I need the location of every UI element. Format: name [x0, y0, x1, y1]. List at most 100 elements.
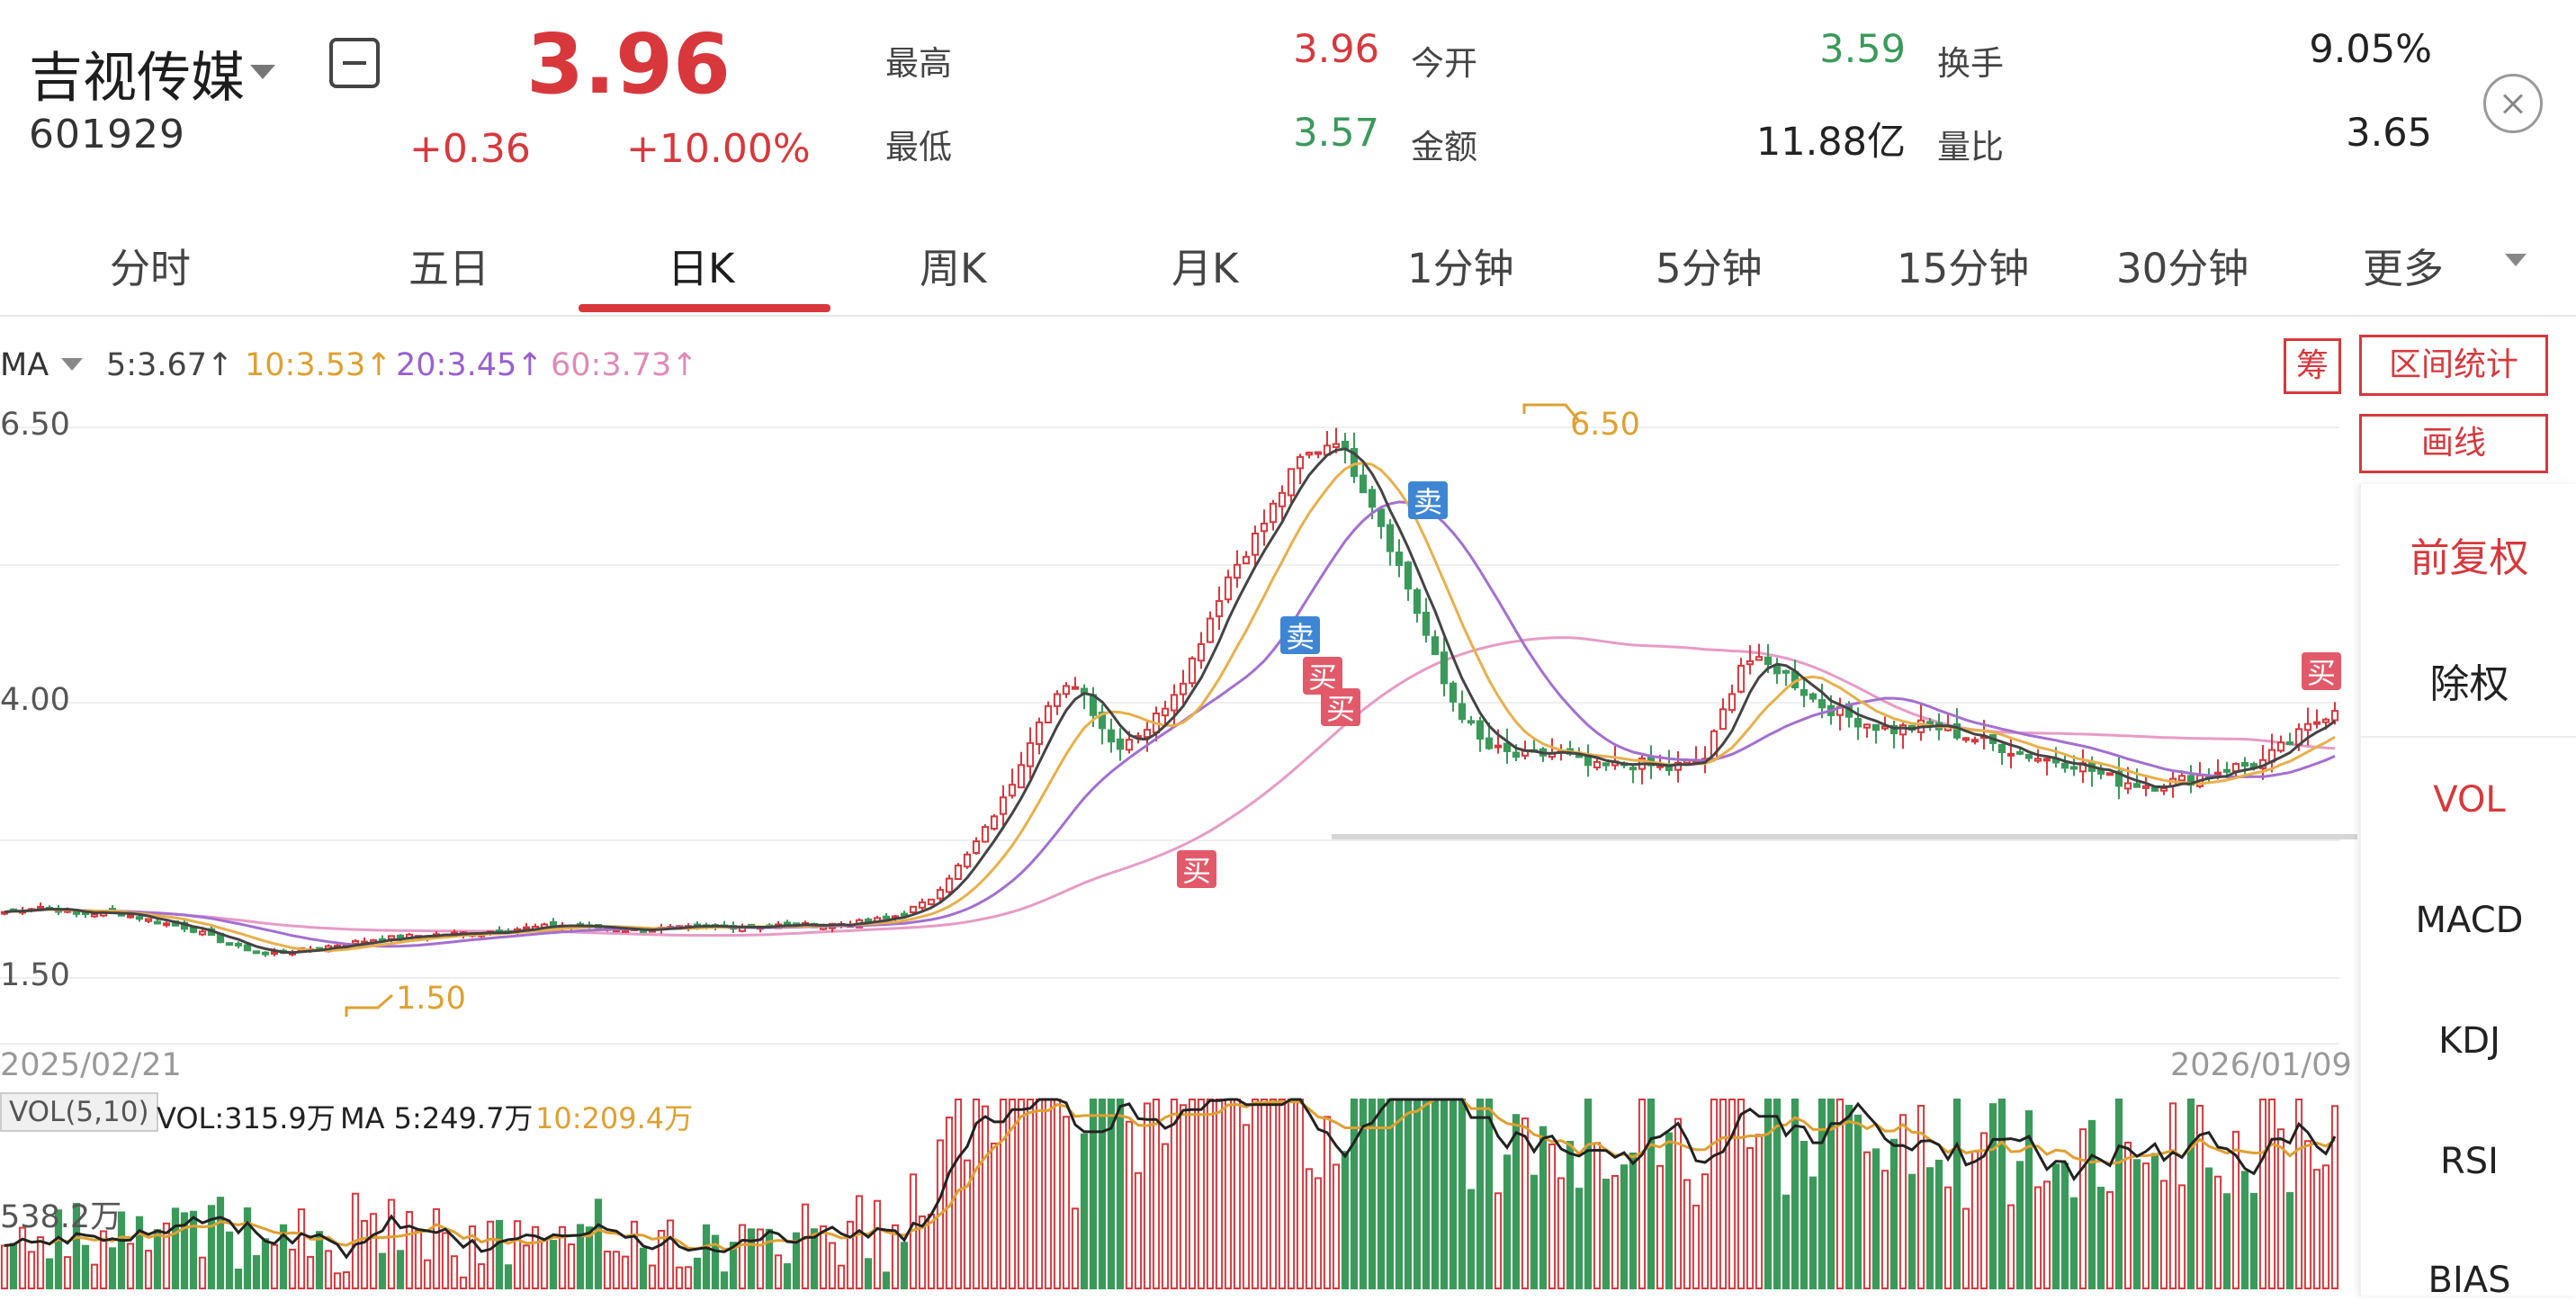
chevron-down-icon[interactable]: [61, 358, 83, 371]
close-icon[interactable]: [2483, 74, 2543, 133]
tabs-divider: [0, 315, 2576, 317]
volume-bar: [2195, 1105, 2204, 1289]
tab-more[interactable]: 更多: [2363, 245, 2445, 292]
draw-line-button[interactable]: 画线: [2359, 414, 2548, 473]
volume-bar: [981, 1105, 990, 1289]
volume-bar: [18, 1226, 27, 1290]
volume-ratio-value: 3.65: [2346, 111, 2432, 156]
volume-bar: [927, 1213, 936, 1290]
volume-bar: [1152, 1099, 1161, 1289]
volume-ma5-line: [4, 1098, 2337, 1260]
price-axis-low: 1.50: [0, 957, 70, 993]
volume-bar: [261, 1238, 270, 1289]
indicator-vol[interactable]: VOL: [2433, 779, 2506, 821]
tab-weekly-k[interactable]: 周K: [920, 245, 987, 292]
tab-daily-k[interactable]: 日K: [668, 245, 735, 292]
volume-bar: [1269, 1099, 1278, 1289]
ex-rights-option[interactable]: 除权: [2429, 661, 2509, 707]
open-value: 3.59: [1819, 27, 1906, 72]
price-change-pct: +10.00%: [626, 126, 811, 172]
volume-bar: [117, 1211, 126, 1289]
candle-body: [1206, 617, 1215, 643]
indicator-macd[interactable]: MACD: [2415, 900, 2524, 941]
candle-body: [1062, 685, 1071, 695]
minus-icon[interactable]: [329, 38, 380, 88]
volume-bar: [252, 1255, 261, 1290]
volume-bar: [108, 1247, 117, 1289]
tab-five-day[interactable]: 五日: [408, 245, 490, 292]
volume-bar: [1341, 1151, 1350, 1289]
candle-body: [1602, 762, 1611, 767]
volume-bar: [189, 1210, 198, 1290]
volume-bar: [1934, 1159, 1943, 1290]
ma10-value: 10:3.53↑: [245, 347, 392, 383]
volume-bar: [531, 1225, 540, 1289]
candle-body: [1746, 659, 1755, 666]
volume-bar: [1314, 1177, 1323, 1289]
indicator-rsi[interactable]: RSI: [2440, 1141, 2499, 1182]
chevron-down-icon[interactable]: [250, 65, 275, 79]
tab-5min[interactable]: 5分钟: [1656, 245, 1763, 292]
volume-bar: [297, 1208, 306, 1290]
ma-lines: [4, 447, 2336, 955]
indicator-kdj[interactable]: KDJ: [2438, 1020, 2500, 1062]
stock-name[interactable]: 吉视传媒: [29, 47, 245, 110]
volume-bar: [999, 1099, 1008, 1289]
volume-bar: [1674, 1117, 1683, 1289]
ma-selector[interactable]: MA: [0, 347, 49, 383]
candle-body: [1098, 711, 1107, 730]
candle-body: [1224, 576, 1233, 601]
candle-body: [1305, 452, 1314, 456]
chevron-down-icon[interactable]: [2505, 254, 2527, 266]
candle-body: [1889, 724, 1898, 735]
volume-bar: [1898, 1114, 1907, 1290]
candle-body: [1782, 669, 1791, 674]
volume-bar: [1134, 1171, 1143, 1290]
volume-bar: [1548, 1143, 1557, 1289]
indicator-bias[interactable]: BIAS: [2428, 1260, 2511, 1301]
candle-body: [1251, 532, 1260, 556]
volume-bar: [756, 1228, 765, 1290]
volume-bar: [432, 1207, 441, 1289]
range-stats-button[interactable]: 区间统计: [2359, 335, 2548, 396]
chip-distribution-button[interactable]: 筹: [2284, 338, 2341, 394]
amount-label: 金额: [1411, 128, 1477, 166]
volume-bar: [1593, 1142, 1602, 1289]
tab-intraday[interactable]: 分时: [110, 245, 192, 292]
volume-bar: [378, 1252, 387, 1289]
ma20-line: [4, 500, 2336, 948]
candle-body: [1386, 524, 1395, 552]
candle-body: [1440, 651, 1449, 685]
volume-bar: [2285, 1191, 2294, 1290]
volume-bar: [1305, 1168, 1314, 1290]
candle-body: [1476, 720, 1485, 740]
volume-bar: [2087, 1119, 2096, 1289]
volume-bar: [477, 1263, 486, 1289]
tab-15min[interactable]: 15分钟: [1897, 245, 2030, 292]
volume-bar: [279, 1224, 288, 1290]
candle-body: [1494, 744, 1503, 749]
volume-bar: [585, 1226, 594, 1289]
tab-1min[interactable]: 1分钟: [1407, 245, 1514, 292]
volume-bar: [1251, 1099, 1260, 1289]
forward-adjusted-option[interactable]: 前复权: [2410, 535, 2529, 581]
volume-bar: [1584, 1099, 1593, 1289]
volume-bar: [54, 1209, 63, 1289]
min-price-annotation: 1.50: [396, 981, 466, 1017]
candle-body: [1485, 737, 1494, 749]
volume-bar: [2177, 1184, 2186, 1290]
volume-indicator-selector[interactable]: VOL(5,10): [0, 1092, 158, 1132]
ma5-value: 5:3.67↑: [106, 347, 234, 383]
volume-bar: [576, 1224, 585, 1290]
candle-body: [2069, 766, 2078, 770]
volume-bar: [738, 1224, 747, 1290]
volume-bar: [891, 1224, 900, 1289]
tab-30min[interactable]: 30分钟: [2116, 245, 2249, 292]
candle-body: [1997, 743, 2006, 754]
candle-body: [972, 840, 981, 855]
candle-body: [2177, 775, 2186, 782]
tab-monthly-k[interactable]: 月K: [1171, 245, 1239, 292]
volume-bar: [468, 1225, 477, 1289]
volume-bar: [1827, 1099, 1836, 1289]
